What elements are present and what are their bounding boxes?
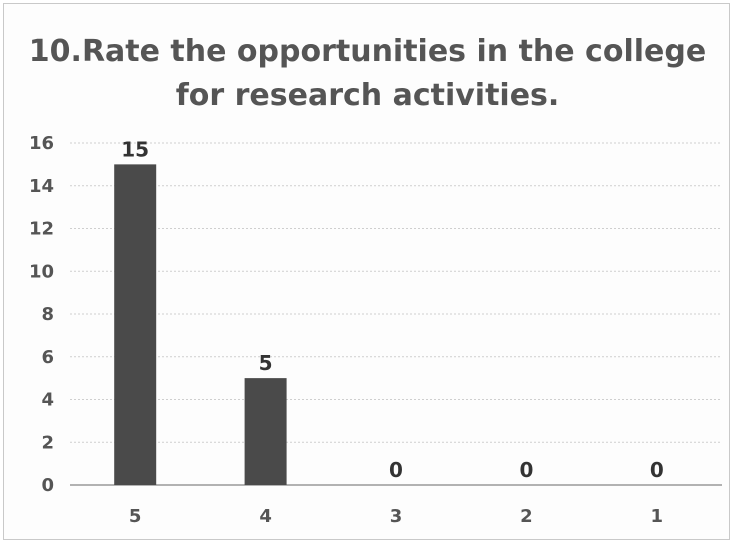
y-tick-label: 12 — [29, 219, 54, 240]
x-tick-label: 5 — [129, 506, 142, 527]
bar — [114, 164, 157, 485]
y-tick-label: 6 — [41, 347, 54, 368]
chart-title-line-2: for research activities. — [175, 78, 560, 113]
data-label: 0 — [389, 458, 403, 482]
chart-title: 10.Rate the opportunities in the college… — [0, 30, 735, 118]
y-tick-label: 0 — [41, 475, 54, 496]
data-label: 0 — [519, 458, 533, 482]
y-tick-label: 10 — [29, 261, 54, 282]
data-label: 5 — [259, 351, 273, 375]
y-tick-label: 14 — [29, 176, 54, 197]
data-label: 0 — [650, 458, 664, 482]
chart-title-line-1: 10.Rate the opportunities in the college — [28, 34, 707, 69]
x-tick-label: 2 — [520, 506, 533, 527]
y-tick-label: 4 — [41, 390, 54, 411]
y-tick-label: 8 — [41, 304, 54, 325]
y-tick-label: 2 — [41, 432, 54, 453]
data-label: 15 — [121, 137, 149, 161]
bar — [244, 378, 287, 485]
x-tick-label: 3 — [390, 506, 403, 527]
x-tick-label: 1 — [651, 506, 664, 527]
y-tick-label: 16 — [29, 133, 54, 154]
x-tick-label: 4 — [259, 506, 272, 527]
